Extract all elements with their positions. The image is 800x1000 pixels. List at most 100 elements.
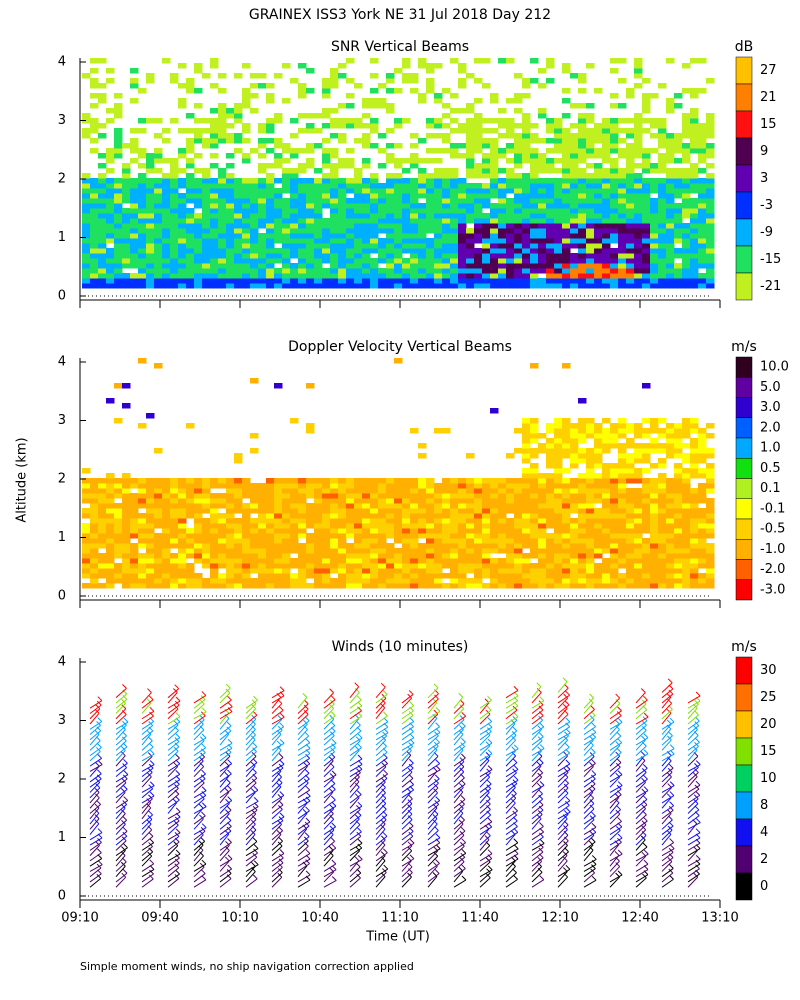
field-cell <box>354 533 363 539</box>
field-cell <box>274 273 283 279</box>
field-cell <box>434 278 443 284</box>
field-cell <box>514 513 523 519</box>
field-cell <box>690 553 699 559</box>
field-cell <box>658 138 667 144</box>
field-cell <box>170 568 179 574</box>
field-cell <box>90 93 99 99</box>
field-cell <box>530 208 539 214</box>
field-cell <box>482 508 491 514</box>
field-cell <box>194 188 203 194</box>
wind-barb <box>89 708 101 720</box>
field-cell <box>522 543 531 549</box>
field-cell <box>426 483 435 489</box>
field-cell <box>506 148 515 154</box>
field-cell <box>346 478 355 484</box>
field-cell <box>594 458 603 464</box>
field-cell <box>402 233 411 239</box>
field-cell <box>274 153 283 159</box>
field-cell <box>338 133 347 139</box>
field-cell <box>602 263 611 269</box>
field-cell <box>122 503 131 509</box>
field-cell <box>386 103 395 109</box>
field-cell <box>474 513 483 519</box>
colorbar-label: 2.0 <box>760 420 781 435</box>
field-cell <box>122 188 131 194</box>
field-cell <box>306 193 315 199</box>
wind-barb <box>245 806 259 814</box>
field-cell <box>490 583 499 589</box>
field-cell <box>634 173 643 179</box>
field-cell <box>554 223 563 229</box>
field-cell <box>538 278 547 284</box>
field-cell <box>242 103 251 109</box>
field-cell <box>658 583 667 589</box>
field-cell <box>514 73 523 79</box>
field-cell <box>322 493 331 499</box>
field-cell <box>250 493 259 499</box>
field-cell <box>82 173 91 179</box>
field-cell <box>450 248 459 254</box>
field-cell <box>346 573 355 579</box>
field-cell <box>450 108 459 114</box>
field-cell <box>154 228 163 234</box>
field-cell <box>186 508 195 514</box>
field-cell <box>154 538 163 544</box>
field-cell <box>514 568 523 574</box>
field-cell <box>202 563 211 569</box>
field-cell <box>290 238 299 244</box>
field-cell <box>146 228 155 234</box>
wind-barb-flag <box>174 858 180 864</box>
field-cell <box>450 273 459 279</box>
field-cell <box>290 178 299 184</box>
field-cell <box>314 183 323 189</box>
field-cell <box>202 128 211 134</box>
field-cell <box>562 573 571 579</box>
field-cell <box>450 168 459 174</box>
field-cell <box>458 263 467 269</box>
field-cell <box>618 433 627 439</box>
field-cell <box>330 278 339 284</box>
field-cell <box>194 238 203 244</box>
field-cell <box>122 278 131 284</box>
field-cell <box>290 203 299 209</box>
field-cell <box>130 243 139 249</box>
field-cell <box>618 268 627 274</box>
field-cell <box>586 523 595 529</box>
field-cell <box>634 178 643 184</box>
field-cell <box>546 223 555 229</box>
field-cell <box>314 218 323 224</box>
field-cell <box>98 263 107 269</box>
field-cell <box>490 258 499 264</box>
field-cell <box>90 538 99 544</box>
field-cell <box>618 148 627 154</box>
field-cell <box>186 563 195 569</box>
field-cell <box>450 118 459 124</box>
field-cell <box>658 238 667 244</box>
field-cell <box>706 283 715 289</box>
field-cell <box>562 488 571 494</box>
field-cell <box>90 513 99 519</box>
field-cell <box>370 203 379 209</box>
field-cell <box>682 143 691 149</box>
field-cell <box>546 128 555 134</box>
field-cell <box>314 553 323 559</box>
field-cell <box>674 228 683 234</box>
field-cell <box>530 173 539 179</box>
field-cell <box>218 558 227 564</box>
colorbar-label: -9 <box>760 225 773 240</box>
wind-barb <box>89 773 102 783</box>
field-cell <box>274 218 283 224</box>
wind-barb <box>245 848 259 857</box>
field-cell <box>378 573 387 579</box>
field-cell <box>338 118 347 124</box>
wind-barb <box>141 764 155 772</box>
field-cell <box>682 183 691 189</box>
field-cell <box>490 263 499 269</box>
field-cell <box>514 553 523 559</box>
field-cell <box>162 268 171 274</box>
field-cell <box>690 453 699 459</box>
field-cell <box>346 158 355 164</box>
field-cell <box>234 483 243 489</box>
wind-barb-flag <box>253 848 258 854</box>
field-cell <box>522 513 531 519</box>
